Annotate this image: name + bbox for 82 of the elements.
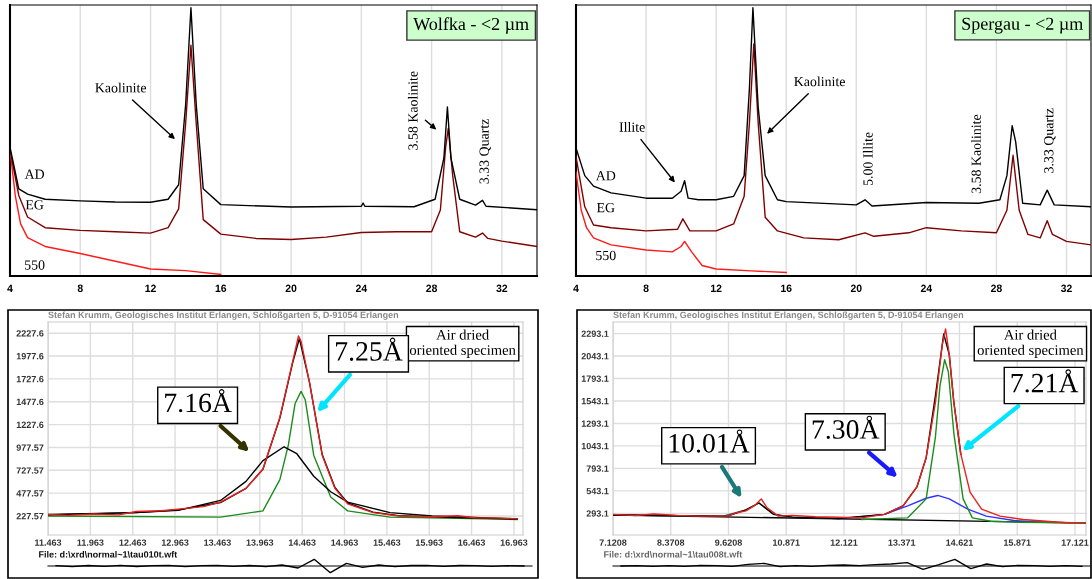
text: Stefan Krumm, Geologisches Institut Erlangen, Schloßgarten 5, D-91054 Erlangen bbox=[613, 311, 964, 320]
series-label: 550 bbox=[24, 260, 45, 270]
x-tick-label: 14.463 bbox=[288, 539, 316, 546]
y-tick-label: 543.1 bbox=[586, 487, 609, 495]
x-tick-label: 14.621 bbox=[946, 539, 974, 546]
series-label: AD bbox=[595, 171, 616, 181]
y-tick-label: 793.1 bbox=[586, 465, 609, 472]
x-tick-label: 7.1208 bbox=[599, 539, 627, 546]
annotation: 7.25Å bbox=[336, 337, 403, 361]
y-tick-label: 1727.6 bbox=[16, 375, 44, 383]
annotation: Air dried oriented specimen bbox=[409, 329, 516, 358]
annotation: 3.58 Kaolinite bbox=[971, 114, 981, 194]
annotation: 3.58 Kaolinite bbox=[407, 71, 418, 150]
text: Stefan Krumm, Geologisches Institut Erlangen, Schloßgarten 5, D-91054 Erlangen bbox=[48, 311, 399, 320]
x-tick-label: 15.463 bbox=[373, 539, 401, 546]
y-tick-label: 2043.1 bbox=[581, 353, 609, 360]
annotation: 7.16Å bbox=[165, 389, 232, 413]
x-tick-label: 8 bbox=[77, 284, 83, 292]
annotation: 10.01Å bbox=[669, 429, 750, 453]
x-tick-label: 28 bbox=[426, 284, 438, 292]
x-tick-label: 13.371 bbox=[888, 539, 916, 546]
x-tick-label: 12 bbox=[145, 284, 156, 292]
y-tick-label: 293.1 bbox=[586, 510, 609, 517]
y-tick-label: 727.57 bbox=[16, 467, 44, 474]
x-tick-label: 20 bbox=[850, 284, 862, 292]
text: File: d:\xrd\normal~1\tau010t.wft bbox=[39, 550, 178, 558]
x-tick-label: 20 bbox=[285, 284, 297, 292]
x-tick-label: 15.871 bbox=[1003, 539, 1031, 546]
x-tick-label: 13.463 bbox=[204, 539, 231, 546]
y-tick-label: 1043.1 bbox=[581, 442, 609, 450]
y-tick-label: 1543.1 bbox=[581, 397, 609, 405]
y-tick-label: 227.57 bbox=[16, 512, 44, 520]
y-tick-label: 2227.6 bbox=[16, 330, 44, 337]
series-label: EG bbox=[596, 202, 615, 213]
x-tick-label: 8.3708 bbox=[657, 539, 685, 546]
x-tick-label: 11.463 bbox=[35, 539, 62, 546]
annotation: 5.00 Illite bbox=[862, 132, 873, 186]
chart-title: Wolfka - <2 µm bbox=[413, 17, 529, 34]
x-tick-label: 16 bbox=[215, 284, 227, 292]
y-tick-label: 977.57 bbox=[16, 444, 44, 451]
y-tick-label: 477.57 bbox=[16, 490, 44, 497]
y-tick-label: 1293.1 bbox=[581, 420, 609, 427]
x-tick-label: 8 bbox=[643, 284, 649, 292]
x-tick-label: 11.963 bbox=[77, 539, 104, 546]
y-tick-label: 1793.1 bbox=[581, 375, 609, 382]
x-tick-label: 15.963 bbox=[415, 539, 443, 546]
annotation: 7.30Å bbox=[812, 415, 880, 439]
x-tick-label: 24 bbox=[920, 284, 933, 292]
x-tick-label: 4 bbox=[7, 284, 13, 292]
chart-title: Spergau - <2 µm bbox=[962, 17, 1083, 34]
y-tick-label: 1227.6 bbox=[16, 421, 44, 428]
x-tick-label: 12.963 bbox=[161, 539, 189, 546]
x-tick-label: 32 bbox=[1060, 284, 1072, 292]
x-tick-label: 9.6208 bbox=[715, 539, 743, 546]
annotation: 7.21Å bbox=[1011, 369, 1079, 393]
x-tick-label: 32 bbox=[496, 284, 508, 292]
annotation: Air dried oriented specimen bbox=[977, 329, 1084, 358]
x-tick-label: 12.121 bbox=[830, 539, 858, 546]
series-label: 550 bbox=[596, 250, 616, 261]
annotation: 3.33 Quartz bbox=[1044, 108, 1056, 173]
y-tick-label: 2293.1 bbox=[581, 330, 609, 337]
x-tick-label: 28 bbox=[990, 284, 1002, 292]
x-tick-label: 16.463 bbox=[458, 539, 486, 546]
x-tick-label: 10.871 bbox=[773, 539, 800, 546]
x-tick-label: 24 bbox=[355, 284, 368, 292]
x-tick-label: 17.121 bbox=[1061, 539, 1089, 546]
text: File: d:\xrd\normal~1\tau008t.wft bbox=[604, 550, 743, 558]
x-tick-label: 12 bbox=[711, 284, 722, 292]
y-tick-label: 1477.6 bbox=[16, 398, 44, 406]
x-tick-label: 12.463 bbox=[119, 539, 147, 546]
annotation: Kaolinite bbox=[95, 82, 147, 93]
annotation: Illite bbox=[619, 122, 645, 132]
x-tick-label: 16.963 bbox=[500, 539, 528, 546]
series-label: EG bbox=[25, 200, 44, 210]
annotation: 3.33 Quartz bbox=[479, 119, 491, 184]
series-label: AD bbox=[24, 169, 45, 179]
x-tick-label: 14.963 bbox=[331, 539, 358, 546]
x-tick-label: 13.963 bbox=[246, 539, 274, 546]
y-tick-label: 1977.6 bbox=[16, 353, 44, 360]
annotation: Kaolinite bbox=[794, 76, 845, 87]
x-tick-label: 4 bbox=[573, 284, 579, 292]
x-tick-label: 16 bbox=[781, 284, 792, 292]
